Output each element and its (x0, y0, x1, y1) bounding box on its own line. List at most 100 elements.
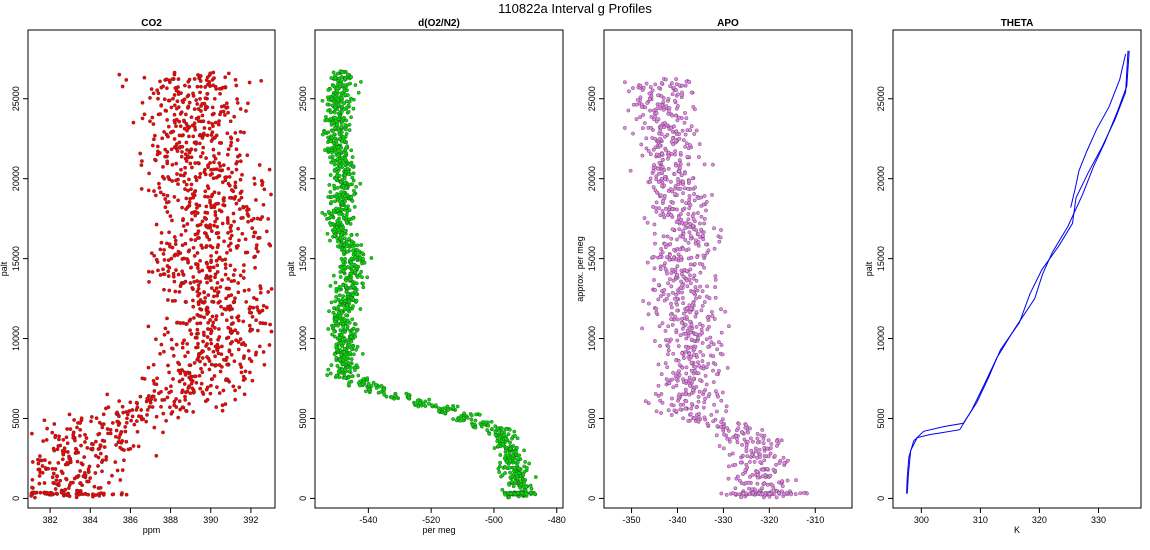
data-point (187, 203, 192, 208)
data-point (234, 167, 239, 172)
data-point (234, 201, 239, 206)
data-point (744, 423, 748, 428)
data-point (678, 407, 683, 412)
data-point (665, 365, 670, 370)
data-point (199, 243, 204, 248)
data-point (180, 269, 184, 274)
data-point (268, 243, 273, 248)
data-point (670, 227, 675, 232)
data-point (706, 345, 711, 349)
data-point (239, 195, 244, 200)
data-point (662, 288, 667, 292)
data-point (166, 258, 171, 263)
data-point (330, 154, 335, 159)
data-point (210, 377, 215, 381)
data-point (203, 167, 207, 172)
data-point (323, 212, 328, 217)
data-point (204, 276, 208, 280)
data-point (693, 368, 697, 373)
data-point (774, 439, 779, 443)
data-point (212, 190, 217, 195)
y-tick-label: 10000 (11, 326, 21, 351)
data-point (740, 443, 744, 447)
data-point (218, 91, 222, 96)
data-point (696, 243, 701, 248)
data-point (206, 163, 210, 168)
data-point (169, 389, 173, 394)
data-point (350, 374, 354, 379)
data-point (205, 397, 210, 402)
data-point (236, 347, 241, 352)
data-point (342, 337, 347, 341)
data-point (252, 296, 256, 300)
data-point (234, 147, 239, 152)
data-point (212, 374, 217, 378)
data-point (743, 468, 748, 472)
data-point (337, 375, 342, 380)
data-point (332, 324, 336, 328)
data-point (168, 405, 172, 410)
data-point (487, 432, 492, 436)
data-point (702, 415, 707, 420)
y-tick-label: 25000 (298, 86, 308, 111)
data-point (158, 351, 162, 356)
data-point (660, 209, 665, 213)
data-point (253, 230, 258, 235)
data-point (750, 491, 755, 495)
data-point (748, 426, 752, 431)
data-point (54, 491, 59, 496)
data-point (737, 478, 742, 483)
data-point (785, 490, 789, 495)
data-point (193, 374, 198, 379)
data-point (217, 168, 222, 173)
data-point (77, 492, 82, 497)
data-point (223, 175, 227, 180)
data-point (343, 283, 348, 288)
data-point (214, 133, 219, 138)
data-point (136, 414, 141, 419)
data-point (697, 295, 702, 299)
data-point (100, 458, 105, 463)
data-point (699, 204, 704, 208)
data-point (653, 206, 658, 210)
data-point (51, 471, 56, 476)
data-point (331, 230, 336, 234)
data-point (340, 367, 344, 372)
data-point (654, 209, 659, 214)
data-point (178, 124, 183, 129)
data-point (117, 399, 122, 403)
data-point (181, 217, 185, 221)
data-point (212, 160, 216, 165)
data-point (768, 473, 773, 478)
data-point (686, 212, 691, 216)
data-point (187, 363, 192, 368)
data-point (667, 205, 672, 209)
y-tick-label: 20000 (298, 166, 308, 191)
data-point (209, 341, 214, 346)
y-tick-label: 15000 (11, 246, 21, 271)
data-point (339, 190, 344, 194)
data-point (82, 470, 87, 475)
data-point (243, 369, 248, 374)
data-point (671, 385, 676, 390)
data-point (242, 392, 247, 397)
data-point (740, 453, 745, 458)
data-point (331, 158, 335, 162)
data-point (211, 320, 216, 325)
data-point (247, 323, 252, 328)
data-point (205, 280, 209, 285)
data-point (196, 161, 201, 165)
y-tick-label: 25000 (11, 86, 21, 111)
data-point (687, 351, 692, 356)
data-point (161, 411, 166, 416)
data-point (196, 331, 200, 336)
data-point (689, 402, 694, 406)
data-point (712, 226, 716, 231)
data-point (351, 216, 356, 220)
data-point (744, 449, 749, 454)
data-point (669, 179, 673, 184)
data-point (362, 260, 367, 265)
data-point (622, 126, 627, 130)
data-point (342, 317, 347, 322)
data-point (694, 128, 699, 133)
